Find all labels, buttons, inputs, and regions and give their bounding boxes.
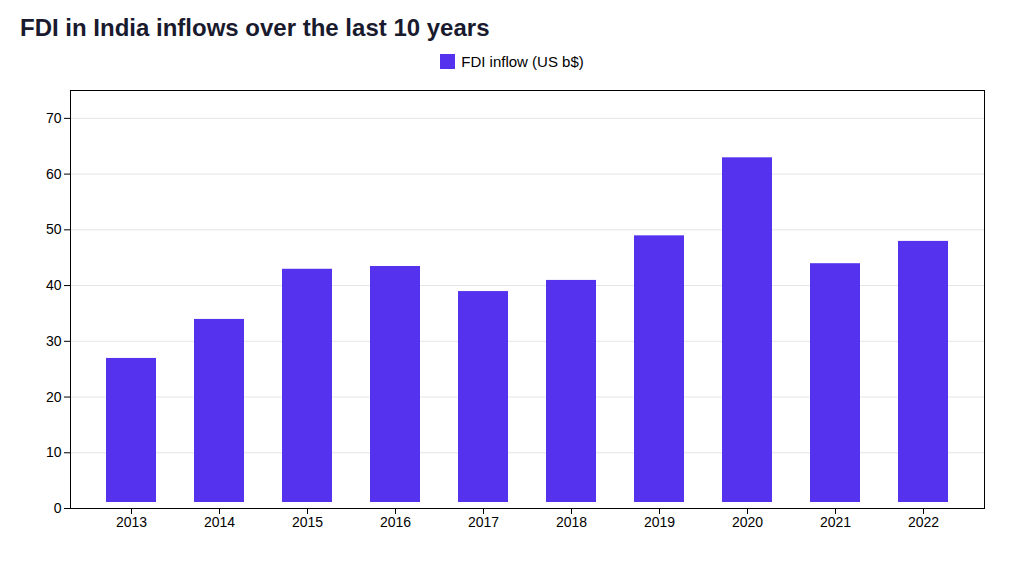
html-text:FDI in India inflows over the: FDI in India inflows over the last 10 ye… [20,14,490,41]
svg-text:2016: 2016 [380,514,411,530]
svg-text:20: 20 [46,389,62,405]
svg-text:2014: 2014 [204,514,235,530]
svg-text:60: 60 [46,166,62,182]
svg-text:70: 70 [46,110,62,126]
svg-text:50: 50 [46,221,62,237]
svg-text:40: 40 [46,277,62,293]
svg-text:2022: 2022 [908,514,939,530]
svg-text:10: 10 [46,444,62,460]
svg-text:2013: 2013 [116,514,147,530]
svg-text:2018: 2018 [556,514,587,530]
svg-text:2015: 2015 [292,514,323,530]
svg-text:2021: 2021 [820,514,851,530]
svg-text:2020: 2020 [732,514,763,530]
svg-text:2019: 2019 [644,514,675,530]
svg-text:0: 0 [54,500,62,516]
svg-text:30: 30 [46,333,62,349]
svg-text:2017: 2017 [468,514,499,530]
html-text:FDI inflow (US b$): FDI inflow (US b$) [461,52,584,70]
